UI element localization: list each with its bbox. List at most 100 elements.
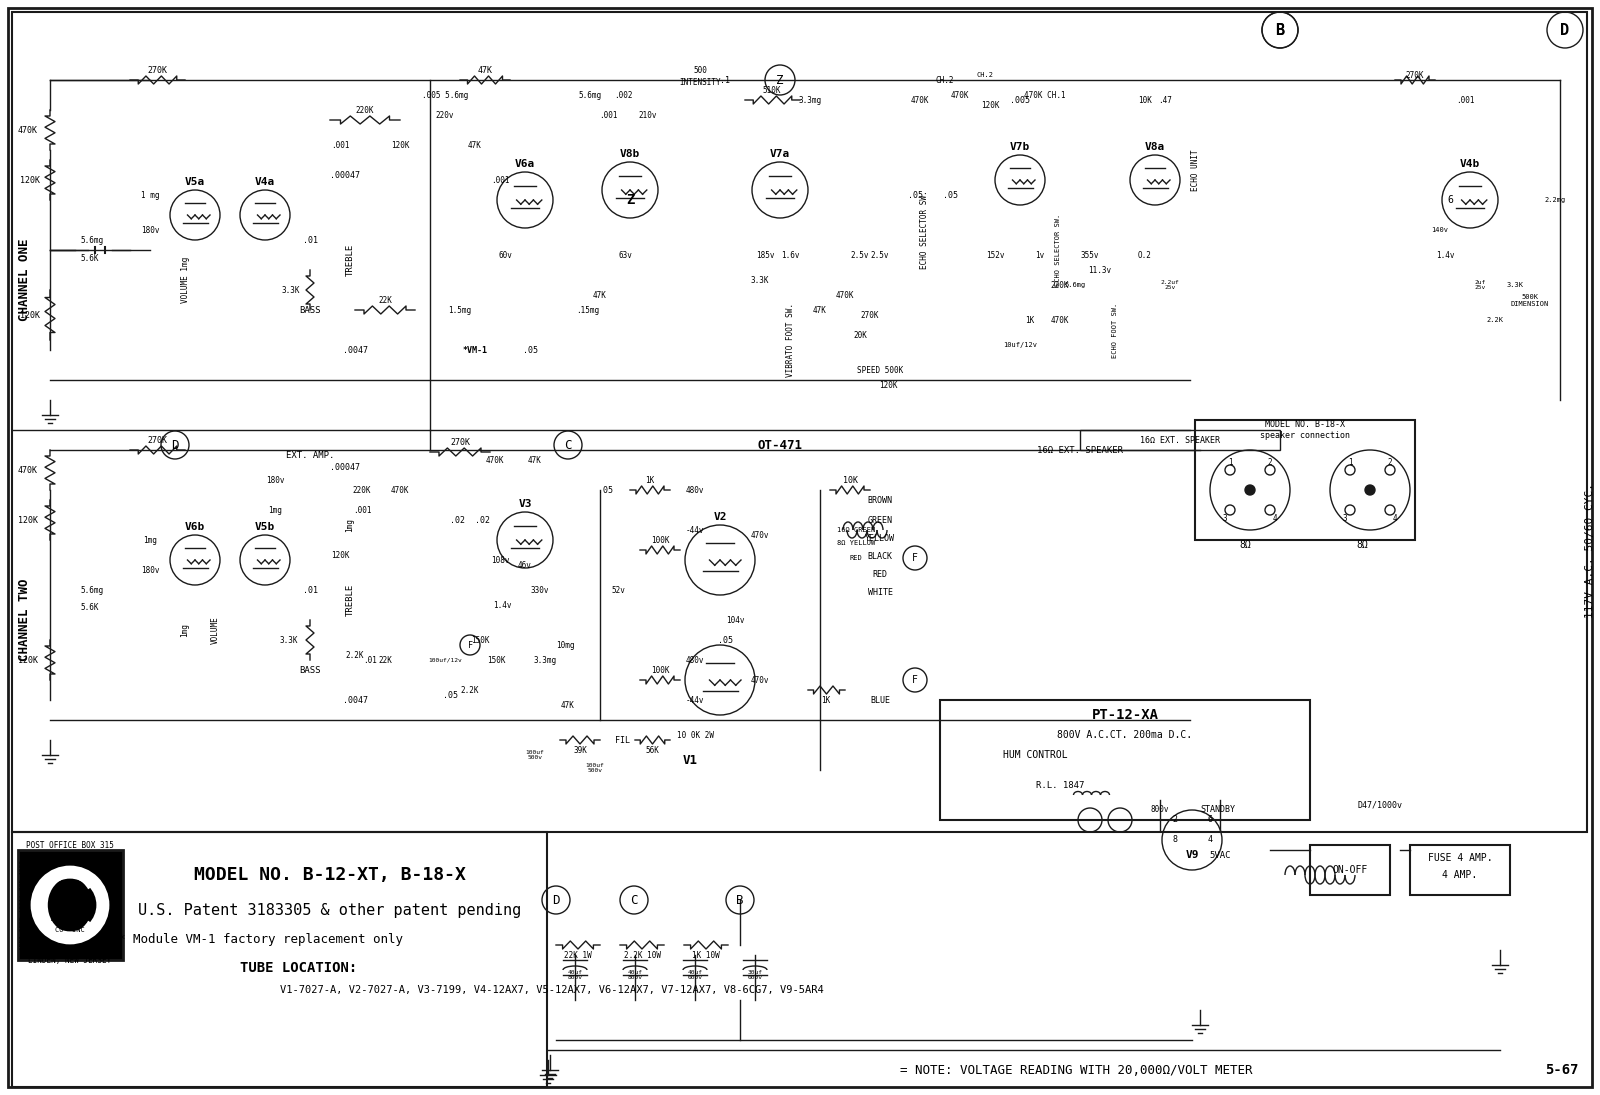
Text: BLACK: BLACK: [867, 552, 893, 561]
Text: .05: .05: [523, 346, 538, 355]
Text: V7a: V7a: [770, 149, 790, 159]
Text: 150K: 150K: [470, 635, 490, 645]
Text: F: F: [912, 675, 918, 685]
Text: 210v: 210v: [638, 111, 658, 119]
Text: Z: Z: [626, 193, 634, 207]
Text: 3.3K: 3.3K: [750, 276, 770, 285]
Text: VOLUME: VOLUME: [211, 616, 219, 644]
Text: 108v: 108v: [491, 555, 509, 565]
Text: V5a: V5a: [186, 177, 205, 187]
Text: 6: 6: [1208, 816, 1213, 825]
Text: FUSE 4 AMP.: FUSE 4 AMP.: [1427, 853, 1493, 863]
Text: 1.6v: 1.6v: [781, 251, 800, 260]
Text: 47K: 47K: [528, 456, 542, 464]
Text: 47K: 47K: [813, 306, 827, 314]
Text: F: F: [912, 553, 918, 563]
Text: BROWN: BROWN: [867, 496, 893, 505]
Text: 470K CH.1: 470K CH.1: [1024, 91, 1066, 100]
Text: 220K: 220K: [1051, 280, 1069, 289]
Text: 5-67: 5-67: [1546, 1063, 1579, 1077]
Text: C: C: [630, 894, 638, 907]
Text: 355v: 355v: [1080, 251, 1099, 260]
Text: .05: .05: [907, 191, 923, 199]
Text: 470K: 470K: [835, 290, 854, 300]
Text: B: B: [736, 894, 744, 907]
Text: V6a: V6a: [515, 159, 534, 169]
Text: .05: .05: [597, 485, 613, 495]
Text: D: D: [552, 894, 560, 907]
Text: 52v: 52v: [611, 586, 626, 595]
Text: .02: .02: [475, 516, 490, 525]
Text: C: C: [565, 438, 571, 451]
Text: ECHO FOOT SW.: ECHO FOOT SW.: [1112, 302, 1118, 358]
Text: .01: .01: [363, 656, 378, 665]
Text: 510K: 510K: [763, 85, 781, 94]
Text: .47: .47: [1158, 95, 1171, 104]
Text: 100uf/12v: 100uf/12v: [429, 657, 462, 662]
Text: 120K: 120K: [18, 516, 38, 525]
Text: V7b: V7b: [1010, 142, 1030, 152]
Text: INTENSITY: INTENSITY: [678, 78, 722, 87]
Text: CH.2: CH.2: [936, 76, 954, 84]
Text: B: B: [1275, 23, 1285, 37]
Text: 470K: 470K: [18, 126, 38, 135]
Text: D: D: [1560, 23, 1570, 37]
Text: 270K: 270K: [861, 311, 880, 320]
Text: 5.6mg: 5.6mg: [1064, 283, 1086, 288]
Text: TREBLE: TREBLE: [346, 584, 355, 616]
Text: Z: Z: [776, 73, 784, 87]
Text: 140v: 140v: [1432, 227, 1448, 233]
Text: .001: .001: [491, 175, 509, 184]
Text: CHANNEL TWO: CHANNEL TWO: [18, 579, 30, 661]
Text: 1K: 1K: [645, 475, 654, 484]
Text: .002: .002: [614, 91, 632, 100]
Text: BASS: BASS: [299, 306, 320, 314]
Text: 2.2K 10W: 2.2K 10W: [624, 950, 661, 959]
Text: 270K: 270K: [147, 436, 166, 445]
Text: 1: 1: [1227, 458, 1232, 466]
Text: 1v: 1v: [1035, 251, 1045, 260]
Text: 500K
DIMENSION: 500K DIMENSION: [1510, 293, 1549, 307]
Text: 1mg: 1mg: [181, 623, 189, 637]
Text: HUM CONTROL: HUM CONTROL: [1003, 750, 1067, 760]
Text: Ampeg: Ampeg: [51, 911, 88, 924]
Text: OT-471: OT-471: [757, 438, 803, 451]
Text: 180v: 180v: [266, 475, 285, 484]
Text: 104v: 104v: [726, 615, 744, 624]
Text: 60v: 60v: [498, 251, 512, 260]
Text: 2.5v: 2.5v: [851, 251, 869, 260]
Text: 3.3K: 3.3K: [1507, 283, 1523, 288]
Text: .005: .005: [1010, 95, 1030, 104]
Text: 47K: 47K: [594, 290, 606, 300]
Text: STANDBY: STANDBY: [1200, 806, 1235, 815]
Text: V4a: V4a: [254, 177, 275, 187]
Text: 3.3mg: 3.3mg: [798, 95, 821, 104]
Text: 470K: 470K: [950, 91, 970, 100]
Text: 3: 3: [1342, 514, 1347, 522]
Text: 1 mg: 1 mg: [141, 191, 160, 199]
Text: .001: .001: [331, 140, 349, 150]
Text: O.2: O.2: [1138, 251, 1152, 260]
Text: 40uf
800v: 40uf 800v: [568, 969, 582, 980]
Text: 10mg: 10mg: [555, 641, 574, 649]
Text: LINDEN, NEW JERSEY: LINDEN, NEW JERSEY: [29, 956, 112, 965]
Text: .00047: .00047: [330, 171, 360, 180]
Text: 10uf/12v: 10uf/12v: [1003, 342, 1037, 348]
Text: 480v: 480v: [686, 656, 704, 665]
Text: 470v: 470v: [750, 530, 770, 540]
Text: .1: .1: [720, 76, 730, 84]
Text: 2.2K: 2.2K: [461, 685, 480, 694]
Text: 10K: 10K: [1138, 95, 1152, 104]
Text: 47K: 47K: [477, 66, 493, 74]
Text: 100K: 100K: [651, 666, 669, 675]
Text: D47/1000v: D47/1000v: [1357, 800, 1403, 809]
Text: D: D: [171, 438, 179, 451]
Text: 8Ω: 8Ω: [1238, 540, 1251, 550]
Text: 4: 4: [1392, 514, 1397, 522]
Text: 152v: 152v: [986, 251, 1005, 260]
Text: MODEL NO. B-18-X
speaker connection: MODEL NO. B-18-X speaker connection: [1261, 420, 1350, 440]
Text: 120K: 120K: [331, 551, 349, 560]
Text: 4: 4: [1272, 514, 1277, 522]
Bar: [13, 832, 547, 1087]
Text: .05: .05: [443, 691, 458, 700]
